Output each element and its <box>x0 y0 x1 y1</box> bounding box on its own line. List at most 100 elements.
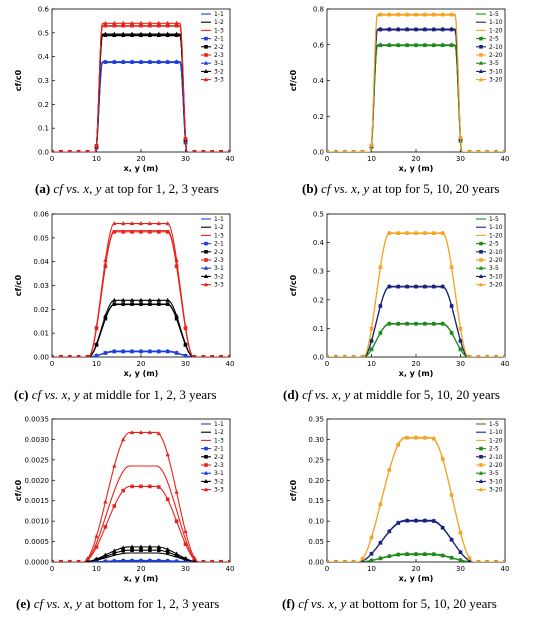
data-point <box>112 297 117 302</box>
data-point <box>174 553 179 558</box>
data-point <box>378 26 383 31</box>
data-point <box>59 559 63 562</box>
y-tick-label: 0.0005 <box>25 538 50 546</box>
data-point <box>121 437 126 442</box>
data-point <box>165 348 170 353</box>
data-point <box>404 434 410 439</box>
series-1-3 <box>52 465 230 562</box>
legend: 1-51-101-20 2-52-102-203-53-10 3-20 <box>476 216 503 289</box>
data-point <box>404 42 410 47</box>
data-point <box>147 31 153 36</box>
chart-a: 0 10 20 30 40 0.0 0.1 0.2 0.3 0.4 0.5 0.6 x, y (m) cf… <box>14 6 234 174</box>
legend-marker <box>204 455 208 459</box>
data-point <box>369 551 374 556</box>
data-point <box>219 354 223 357</box>
series-line-2-5 <box>327 323 505 357</box>
legend-label: 1-10 <box>489 224 503 231</box>
series-3-3 <box>52 221 230 357</box>
x-axis-label: x, y (m) <box>124 574 159 583</box>
series-line-3-1 <box>52 61 230 152</box>
data-point <box>378 501 383 506</box>
series-line-3-3 <box>52 22 230 152</box>
data-point <box>327 354 329 357</box>
x-tick-label: 30 <box>181 155 190 163</box>
data-point <box>174 313 179 318</box>
series-3-20 <box>327 11 505 152</box>
data-point <box>192 555 197 560</box>
legend-label: 2-2 <box>214 454 224 461</box>
data-point <box>183 136 188 141</box>
x-axis-label: x, y (m) <box>399 164 434 173</box>
data-point <box>174 350 179 355</box>
y-tick-label: 0.5 <box>313 211 324 219</box>
data-point <box>422 11 428 16</box>
data-point <box>103 264 108 269</box>
data-point <box>183 353 188 357</box>
legend-label: 3-3 <box>214 487 224 494</box>
series-line-1-1 <box>52 62 230 152</box>
series-1-2 <box>52 35 230 152</box>
y-tick-label: 0.0 <box>38 149 49 157</box>
data-point <box>121 230 125 234</box>
data-point <box>183 341 188 346</box>
x-tick-label: 20 <box>412 565 421 573</box>
legend-marker <box>204 446 208 451</box>
data-point <box>121 297 126 302</box>
data-point <box>52 560 54 562</box>
data-point <box>174 264 179 269</box>
data-point <box>431 321 436 326</box>
data-point <box>503 149 505 152</box>
y-tick-label: 0.00 <box>33 354 49 362</box>
data-point <box>387 42 392 47</box>
data-point <box>103 31 108 36</box>
data-point <box>440 42 445 47</box>
y-tick-label: 0.5 <box>38 29 49 37</box>
data-point <box>413 551 419 556</box>
data-point <box>413 26 419 31</box>
data-point <box>219 149 223 152</box>
data-point <box>360 556 365 561</box>
data-point <box>369 534 374 539</box>
series-1-3 <box>52 25 230 152</box>
series-2-2 <box>52 33 230 152</box>
legend-label: 1-2 <box>214 429 224 436</box>
data-point <box>449 303 454 308</box>
data-point <box>343 149 347 152</box>
data-point <box>228 354 230 357</box>
legend-marker <box>479 45 483 49</box>
data-point <box>130 548 134 552</box>
data-point <box>138 20 144 25</box>
data-point <box>77 149 81 152</box>
data-point <box>103 316 108 321</box>
data-point <box>440 230 445 235</box>
data-point <box>147 297 153 302</box>
data-point <box>52 559 54 562</box>
data-point <box>378 540 383 545</box>
data-point <box>156 31 161 36</box>
x-tick-label: 20 <box>137 565 146 573</box>
x-tick-label: 20 <box>412 155 421 163</box>
data-point <box>458 326 463 331</box>
x-tick-label: 10 <box>367 155 376 163</box>
data-point <box>183 529 188 534</box>
series-line-1-10 <box>327 29 505 152</box>
series-line-1-2 <box>52 552 230 562</box>
data-point <box>327 559 329 562</box>
legend-label: 3-3 <box>214 282 224 289</box>
y-tick-label: 0.25 <box>308 456 324 464</box>
data-point <box>103 20 108 25</box>
legend-label: 1-5 <box>489 11 499 18</box>
legend-marker <box>479 446 483 451</box>
data-point <box>485 559 489 562</box>
data-point <box>467 555 472 560</box>
data-point <box>404 283 410 288</box>
panel-e: 0 10 20 30 40 0.0000 0.0005 0.0010 0.0015 0.0020 0… <box>0 410 275 590</box>
legend-label: 2-3 <box>214 462 224 469</box>
data-point <box>468 149 471 152</box>
data-point <box>327 149 329 152</box>
legend-label: 1-1 <box>214 216 224 223</box>
data-point <box>139 23 143 28</box>
y-axis-label: cf/c0 <box>289 69 298 91</box>
legend-label: 2-5 <box>489 446 499 453</box>
legend-marker <box>203 77 209 82</box>
